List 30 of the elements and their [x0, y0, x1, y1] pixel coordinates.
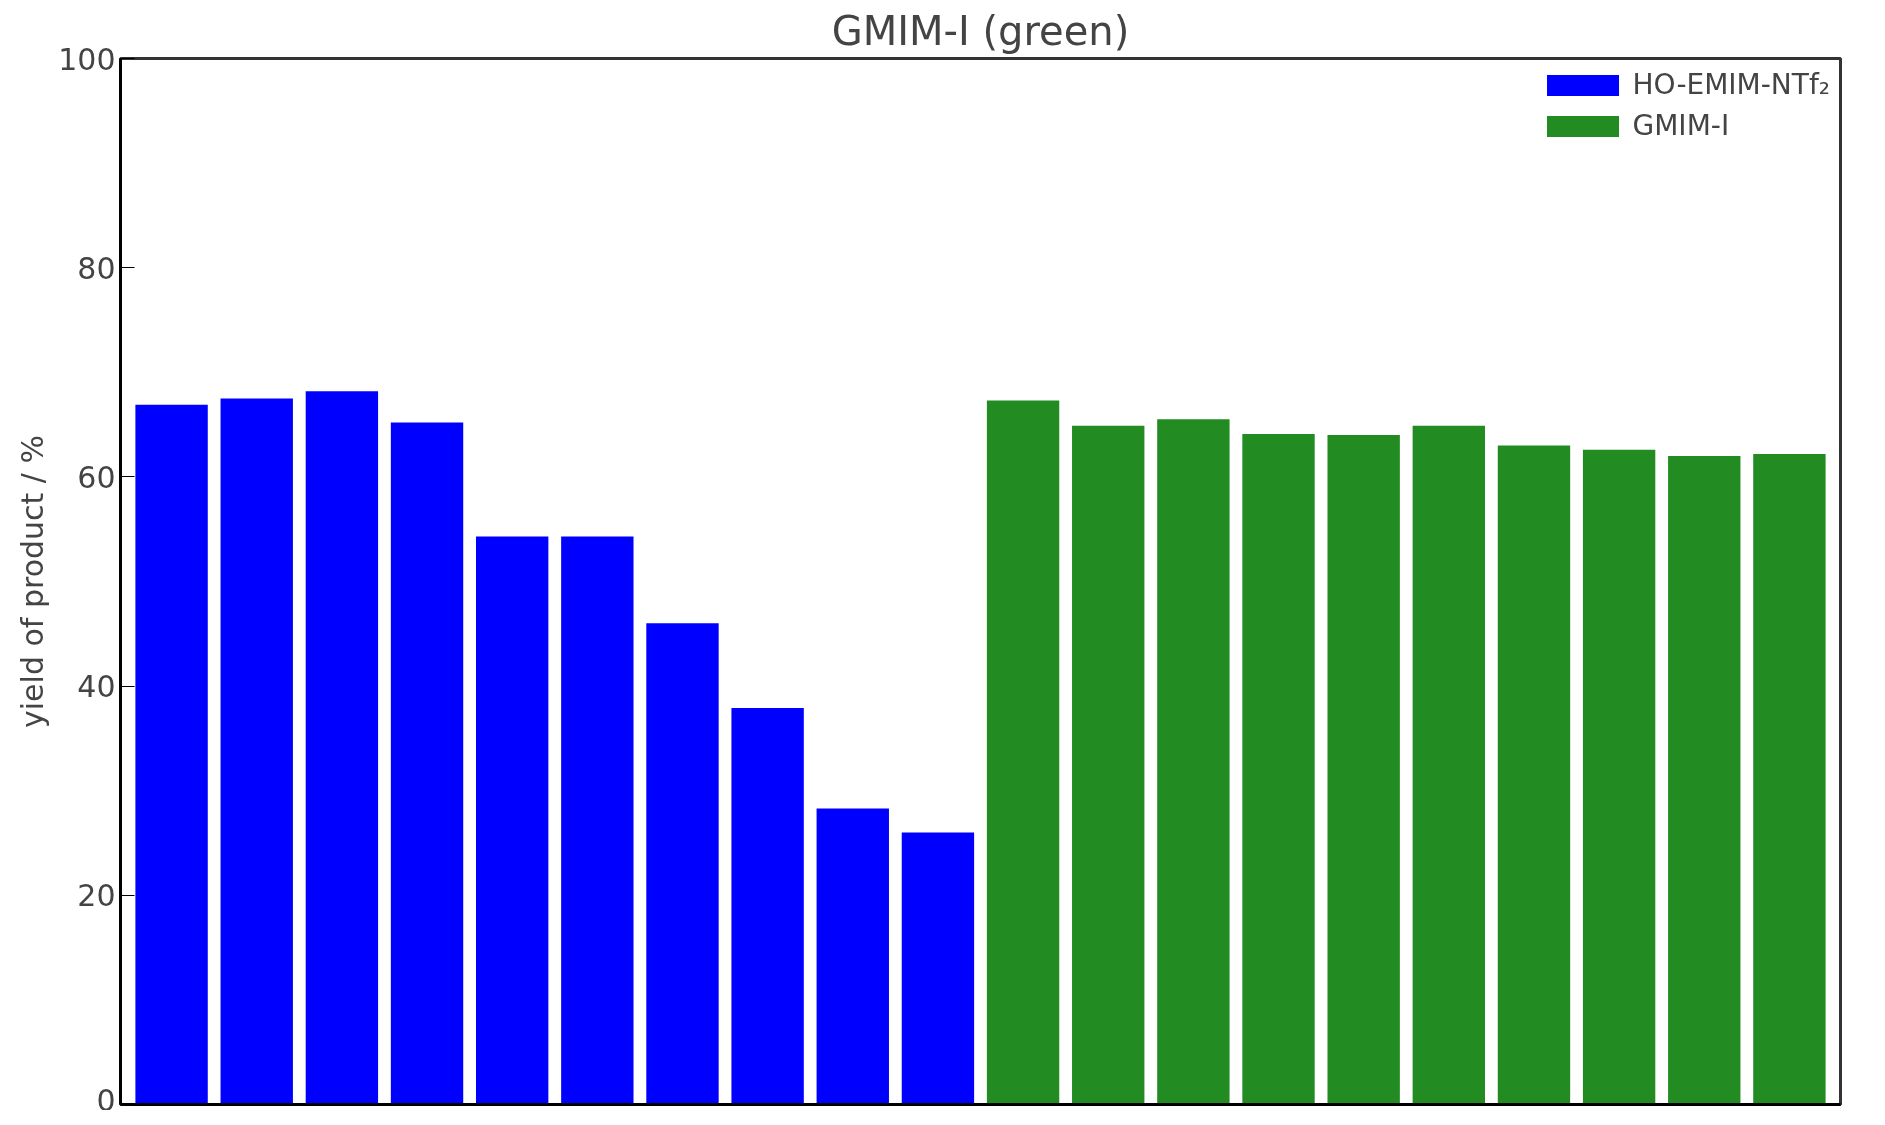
bar — [390, 422, 464, 1105]
bar — [1412, 425, 1485, 1105]
bar — [731, 708, 804, 1105]
bar — [1582, 449, 1656, 1105]
legend-label: GMIM-I — [1632, 109, 1730, 142]
bar — [901, 832, 975, 1105]
bar — [1497, 445, 1571, 1105]
bar — [135, 404, 208, 1105]
bar — [1753, 453, 1826, 1105]
bar — [305, 391, 379, 1105]
y-tick-label: 80 — [77, 250, 116, 286]
bar — [1327, 435, 1400, 1105]
y-tick-label: 40 — [77, 669, 116, 705]
y-tick-label: 100 — [58, 41, 116, 77]
bar — [561, 536, 634, 1105]
bar — [476, 536, 549, 1105]
legend-label: HO-EMIM-NTf₂ — [1632, 68, 1830, 101]
bar — [816, 808, 889, 1105]
bar — [220, 398, 293, 1105]
bar — [1668, 455, 1741, 1105]
y-tick-label: 20 — [77, 878, 116, 914]
bar — [1157, 419, 1230, 1105]
y-tick-label: 0 — [96, 1082, 116, 1118]
bar — [1242, 434, 1315, 1105]
bar — [646, 623, 719, 1105]
y-tick-label: 60 — [77, 459, 116, 495]
chart-title: GMIM-I (green) — [831, 7, 1130, 54]
y-axis-title: yield of product / % — [15, 435, 51, 728]
bar — [1072, 425, 1145, 1105]
bar — [986, 400, 1060, 1105]
